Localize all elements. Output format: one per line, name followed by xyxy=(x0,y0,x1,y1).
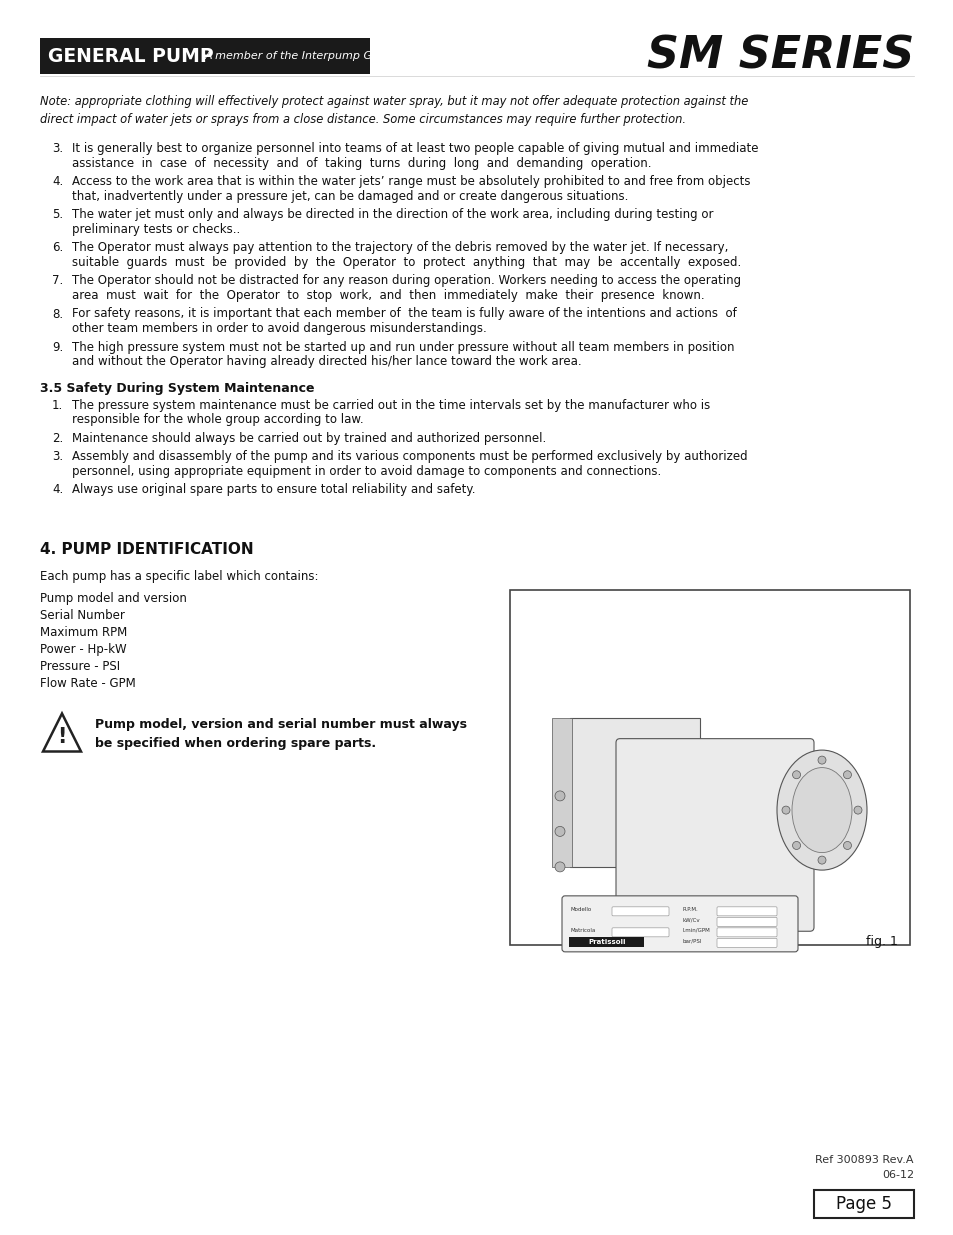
Bar xyxy=(568,937,643,947)
Text: Pump model, version and serial number must always
be specified when ordering spa: Pump model, version and serial number mu… xyxy=(95,718,467,750)
FancyBboxPatch shape xyxy=(612,906,668,916)
Text: The Operator should not be distracted for any reason during operation. Workers n: The Operator should not be distracted fo… xyxy=(71,274,740,288)
Text: Note: appropriate clothing will effectively protect against water spray, but it : Note: appropriate clothing will effectiv… xyxy=(40,95,747,126)
Text: bar/PSI: bar/PSI xyxy=(682,939,701,944)
Text: 6.: 6. xyxy=(52,241,63,254)
Text: Power - Hp-kW: Power - Hp-kW xyxy=(40,642,127,656)
Circle shape xyxy=(792,771,800,779)
Text: For safety reasons, it is important that each member of  the team is fully aware: For safety reasons, it is important that… xyxy=(71,308,736,321)
Bar xyxy=(552,718,572,867)
Text: A member of the Interpump Group: A member of the Interpump Group xyxy=(205,51,398,61)
Text: other team members in order to avoid dangerous misunderstandings.: other team members in order to avoid dan… xyxy=(71,322,486,335)
FancyBboxPatch shape xyxy=(717,918,776,926)
FancyBboxPatch shape xyxy=(717,939,776,947)
Text: Serial Number: Serial Number xyxy=(40,609,125,621)
Text: 3.: 3. xyxy=(52,450,63,463)
Text: Assembly and disassembly of the pump and its various components must be performe: Assembly and disassembly of the pump and… xyxy=(71,450,747,463)
Text: Modello: Modello xyxy=(571,906,592,911)
Text: It is generally best to organize personnel into teams of at least two people cap: It is generally best to organize personn… xyxy=(71,142,758,156)
Text: Page 5: Page 5 xyxy=(835,1195,891,1213)
Text: responsible for the whole group according to law.: responsible for the whole group accordin… xyxy=(71,414,363,426)
Text: 8.: 8. xyxy=(52,308,63,321)
Text: 4.: 4. xyxy=(52,483,63,496)
Text: assistance  in  case  of  necessity  and  of  taking  turns  during  long  and  : assistance in case of necessity and of t… xyxy=(71,157,651,169)
Text: kW/Cv: kW/Cv xyxy=(682,918,700,923)
Text: The Operator must always pay attention to the trajectory of the debris removed b: The Operator must always pay attention t… xyxy=(71,241,727,254)
Circle shape xyxy=(817,856,825,864)
Bar xyxy=(510,590,909,945)
Text: 06-12: 06-12 xyxy=(881,1170,913,1179)
FancyBboxPatch shape xyxy=(717,906,776,916)
Text: Each pump has a specific label which contains:: Each pump has a specific label which con… xyxy=(40,569,318,583)
FancyBboxPatch shape xyxy=(612,927,668,937)
Text: Ref 300893 Rev.A: Ref 300893 Rev.A xyxy=(815,1155,913,1165)
Text: suitable  guards  must  be  provided  by  the  Operator  to  protect  anything  : suitable guards must be provided by the … xyxy=(71,256,740,269)
Text: Maintenance should always be carried out by trained and authorized personnel.: Maintenance should always be carried out… xyxy=(71,432,546,445)
Text: personnel, using appropriate equipment in order to avoid damage to components an: personnel, using appropriate equipment i… xyxy=(71,464,660,478)
Text: The high pressure system must not be started up and run under pressure without a: The high pressure system must not be sta… xyxy=(71,341,734,353)
Bar xyxy=(569,718,700,867)
Text: 3.5 Safety During System Maintenance: 3.5 Safety During System Maintenance xyxy=(40,382,314,395)
Text: SM SERIES: SM SERIES xyxy=(646,35,913,78)
Text: Always use original spare parts to ensure total reliability and safety.: Always use original spare parts to ensur… xyxy=(71,483,475,496)
Circle shape xyxy=(853,806,862,814)
Text: Flow Rate - GPM: Flow Rate - GPM xyxy=(40,677,135,689)
Circle shape xyxy=(555,826,564,836)
Ellipse shape xyxy=(791,768,851,852)
Text: and without the Operator having already directed his/her lance toward the work a: and without the Operator having already … xyxy=(71,356,581,368)
Bar xyxy=(40,38,370,74)
Text: 3.: 3. xyxy=(52,142,63,156)
Circle shape xyxy=(555,790,564,802)
Text: 4.: 4. xyxy=(52,175,63,188)
Circle shape xyxy=(792,841,800,850)
Text: 7.: 7. xyxy=(52,274,63,288)
Text: that, inadvertently under a pressure jet, can be damaged and or create dangerous: that, inadvertently under a pressure jet… xyxy=(71,190,628,203)
Text: Matricola: Matricola xyxy=(571,927,596,932)
Circle shape xyxy=(842,841,851,850)
Text: The pressure system maintenance must be carried out in the time intervals set by: The pressure system maintenance must be … xyxy=(71,399,709,411)
FancyBboxPatch shape xyxy=(561,895,797,952)
Text: The water jet must only and always be directed in the direction of the work area: The water jet must only and always be di… xyxy=(71,209,713,221)
Circle shape xyxy=(781,806,789,814)
Text: 1.: 1. xyxy=(52,399,63,411)
Text: Pressure - PSI: Pressure - PSI xyxy=(40,659,120,673)
Text: l.min/GPM: l.min/GPM xyxy=(682,927,710,932)
Circle shape xyxy=(842,771,851,779)
Text: Pump model and version: Pump model and version xyxy=(40,592,187,604)
Text: GENERAL PUMP: GENERAL PUMP xyxy=(48,47,213,65)
Text: !: ! xyxy=(57,727,67,747)
Ellipse shape xyxy=(776,750,866,871)
Circle shape xyxy=(555,862,564,872)
Text: Maximum RPM: Maximum RPM xyxy=(40,625,127,638)
Text: Access to the work area that is within the water jets’ range must be absolutely : Access to the work area that is within t… xyxy=(71,175,750,188)
Bar xyxy=(813,1191,913,1218)
Text: 9.: 9. xyxy=(52,341,63,353)
Text: Pratissoli: Pratissoli xyxy=(588,939,625,945)
Text: 5.: 5. xyxy=(52,209,63,221)
Text: fig. 1: fig. 1 xyxy=(865,935,897,948)
Text: area  must  wait  for  the  Operator  to  stop  work,  and  then  immediately  m: area must wait for the Operator to stop … xyxy=(71,289,704,303)
Text: R.P.M.: R.P.M. xyxy=(682,906,698,911)
Text: 2.: 2. xyxy=(52,432,63,445)
Text: 4. PUMP IDENTIFICATION: 4. PUMP IDENTIFICATION xyxy=(40,541,253,557)
Text: preliminary tests or checks..: preliminary tests or checks.. xyxy=(71,224,240,236)
Circle shape xyxy=(817,756,825,764)
FancyBboxPatch shape xyxy=(717,927,776,937)
FancyBboxPatch shape xyxy=(616,739,813,931)
